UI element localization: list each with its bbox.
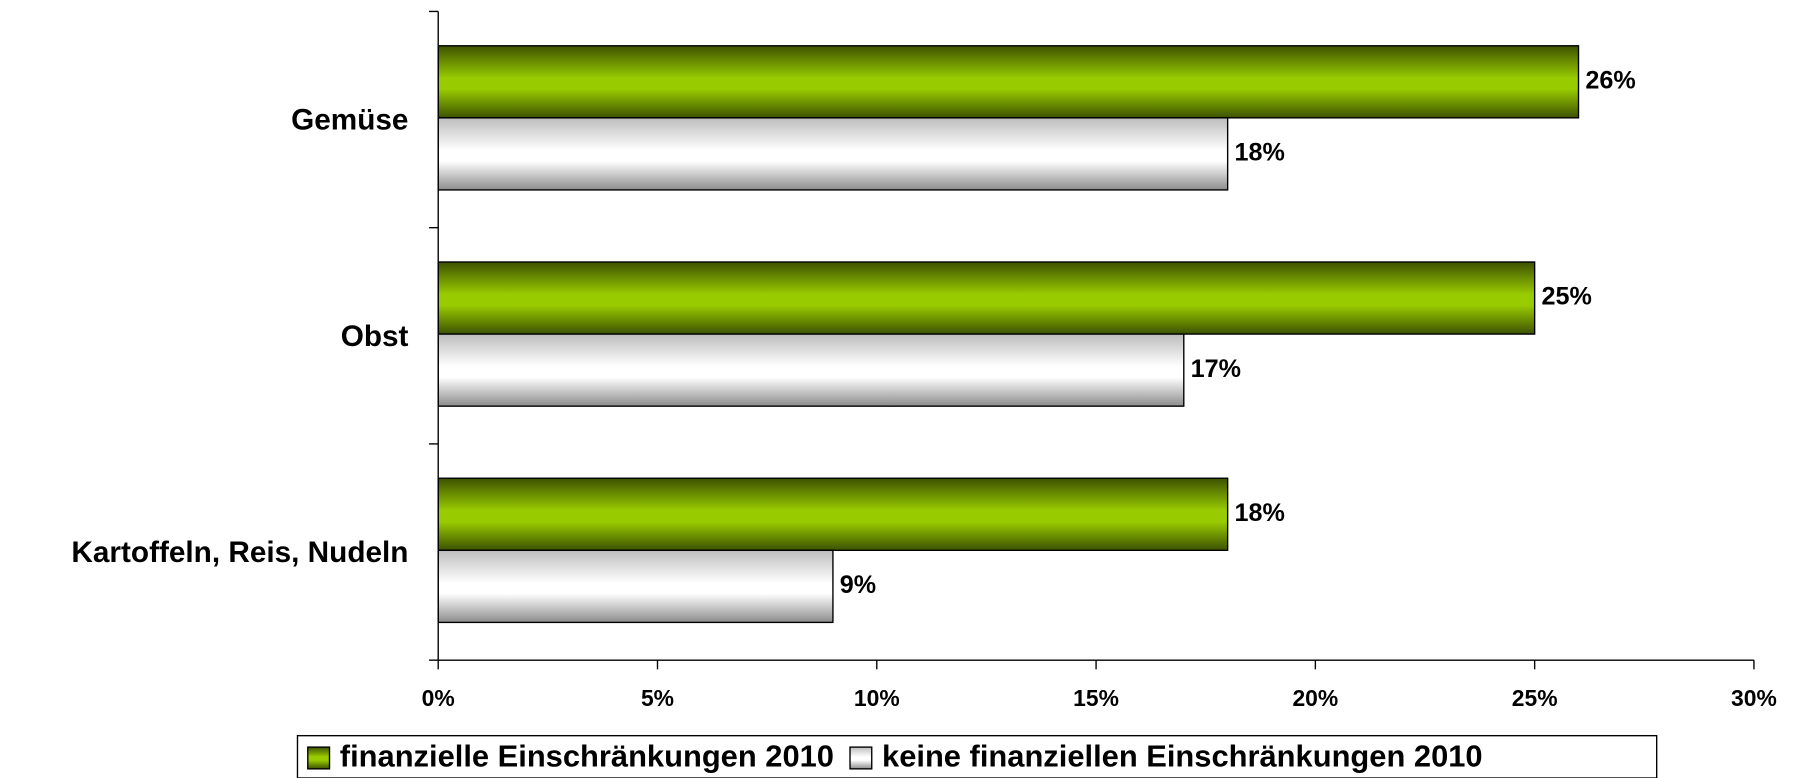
legend-box [296, 734, 1658, 778]
bar [437, 261, 1536, 335]
x-tick-label: 10% [854, 685, 900, 711]
value-label: 26% [1585, 66, 1635, 94]
legend-label: finanzielle Einschränkungen 2010 [340, 739, 834, 774]
legend-swatch [849, 746, 873, 770]
value-label: 17% [1191, 355, 1241, 383]
bar [437, 117, 1229, 191]
x-tick-label: 5% [641, 685, 674, 711]
legend-label: keine finanziellen Einschränkungen 2010 [882, 739, 1483, 774]
bar [437, 477, 1229, 552]
bar [437, 549, 834, 624]
value-label: 18% [1235, 139, 1285, 167]
x-tick-label: 30% [1731, 685, 1777, 711]
value-label: 9% [840, 571, 876, 599]
legend-swatch [307, 746, 331, 770]
value-label: 18% [1235, 499, 1285, 527]
category-label: Gemüse [291, 104, 408, 137]
bar [437, 333, 1185, 407]
category-label: Obst [341, 320, 409, 353]
x-tick-label: 20% [1292, 685, 1338, 711]
x-tick-label: 25% [1512, 685, 1558, 711]
category-label: Kartoffeln, Reis, Nudeln [71, 536, 408, 569]
value-label: 25% [1542, 283, 1592, 311]
bar [437, 45, 1580, 119]
x-tick-label: 15% [1073, 685, 1119, 711]
x-tick-label: 0% [422, 685, 455, 711]
